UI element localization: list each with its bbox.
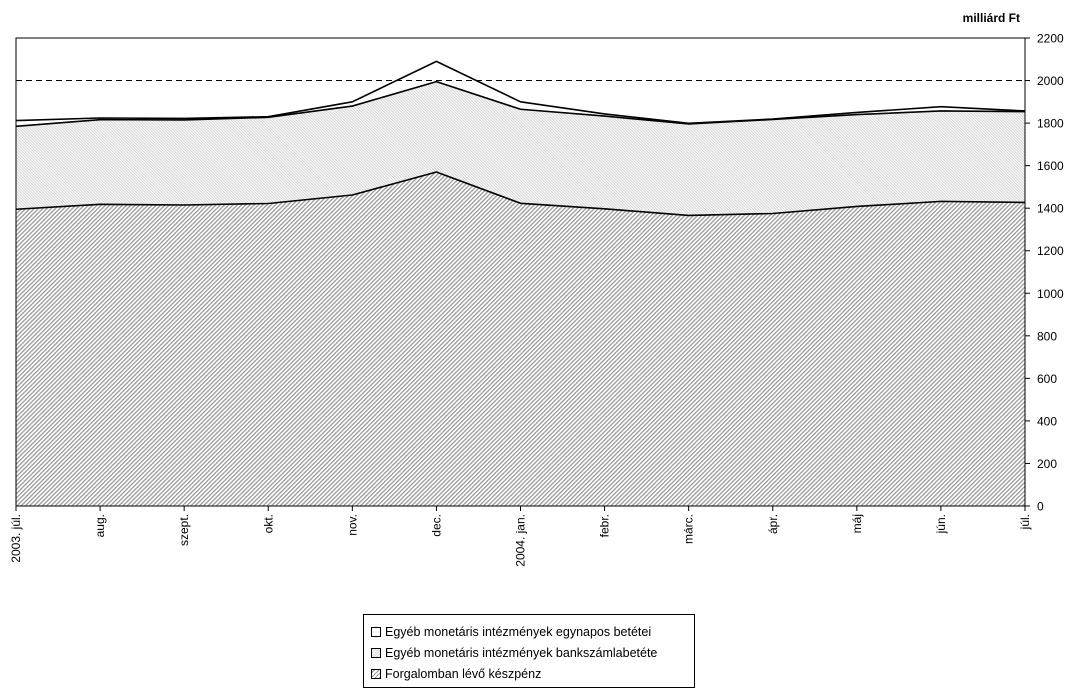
legend-swatch-light-hatch bbox=[371, 647, 381, 658]
legend: Egyéb monetáris intézmények egynapos bet… bbox=[363, 614, 695, 688]
y-tick-label: 2000 bbox=[1037, 74, 1064, 88]
x-tick-label: 2004. jan. bbox=[514, 514, 528, 567]
y-tick-label: 800 bbox=[1037, 329, 1057, 343]
x-tick-label: dec. bbox=[429, 514, 443, 537]
y-tick-label: 1200 bbox=[1037, 244, 1064, 258]
legend-item-currency-in-circulation: Forgalomban lévő készpénz bbox=[371, 663, 694, 684]
x-tick-label: nov. bbox=[345, 514, 359, 536]
y-tick-label: 2200 bbox=[1037, 32, 1064, 46]
x-tick-label: 2003. júl. bbox=[9, 514, 23, 563]
legend-label: Forgalomban lévő készpénz bbox=[385, 666, 542, 681]
legend-swatch-white bbox=[371, 626, 381, 637]
x-tick-label: jún. bbox=[934, 514, 948, 534]
x-tick-label: júl. bbox=[1018, 514, 1032, 530]
y-tick-label: 0 bbox=[1037, 500, 1044, 514]
y-tick-label: 200 bbox=[1037, 457, 1057, 471]
y-tick-label: 1600 bbox=[1037, 159, 1064, 173]
legend-label: Egyéb monetáris intézmények bankszámlabe… bbox=[385, 645, 658, 660]
area-egyeb-monetaris-intezmenyek-bankszamlabetete bbox=[16, 81, 1025, 216]
area-forgalomban-levo-keszpenz bbox=[16, 172, 1025, 506]
y-tick-label: 400 bbox=[1037, 414, 1057, 428]
x-tick-label: febr. bbox=[598, 514, 612, 537]
x-tick-label: márc. bbox=[682, 514, 696, 544]
stacked-area-chart: 0 200 400 600 800 1000 1200 1400 1600 1800 2000 220… bbox=[9, 11, 1064, 567]
x-tick-label: szept. bbox=[177, 514, 191, 546]
y-tick-label: 1000 bbox=[1037, 287, 1064, 301]
series-line-egyeb-monetaris-intezmenyek-egynapos-betetei bbox=[15, 60, 1026, 125]
legend-item-overnight-deposits: Egyéb monetáris intézmények egynapos bet… bbox=[371, 621, 694, 642]
x-tick-label: okt. bbox=[261, 514, 275, 533]
x-tick-label: ápr. bbox=[766, 514, 780, 534]
y-tick-label: 1800 bbox=[1037, 117, 1064, 131]
legend-item-bank-account-deposits: Egyéb monetáris intézmények bankszámlabe… bbox=[371, 642, 694, 663]
legend-swatch-dark-hatch bbox=[371, 668, 381, 679]
series-line-forgalomban-levo-keszpenz bbox=[15, 171, 1026, 217]
legend-label: Egyéb monetáris intézmények egynapos bet… bbox=[385, 624, 652, 639]
unit-label: milliárd Ft bbox=[963, 11, 1020, 25]
x-tick-label: máj bbox=[850, 514, 864, 533]
y-tick-label: 1400 bbox=[1037, 202, 1064, 216]
x-tick-label: aug. bbox=[93, 514, 107, 537]
series-line-egyeb-monetaris-intezmenyek-bankszamlabetete bbox=[15, 80, 1026, 128]
y-tick-label: 600 bbox=[1037, 372, 1057, 386]
